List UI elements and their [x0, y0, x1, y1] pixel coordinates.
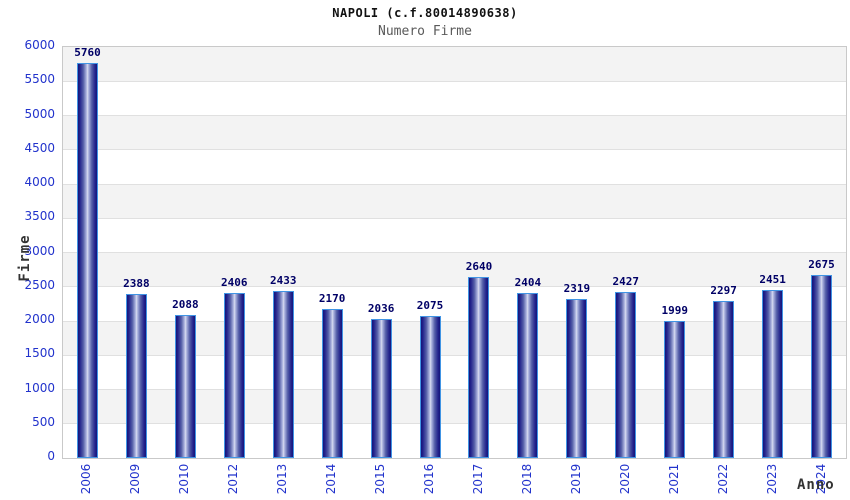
gridline [63, 354, 846, 356]
bar-value-label: 2404 [514, 276, 542, 290]
x-tick-2006: 2006 [79, 463, 94, 495]
y-tick-6000: 6000 [24, 38, 55, 52]
y-tick-4500: 4500 [24, 140, 55, 155]
bar-value-label: 2433 [269, 274, 297, 288]
bar-value-label: 2088 [172, 297, 199, 311]
x-tick-2014: 2014 [324, 463, 339, 495]
plot-band [63, 81, 846, 116]
bar-value-label: 1999 [661, 304, 688, 318]
y-tick-2000: 2000 [24, 312, 55, 326]
plot-band [63, 252, 846, 287]
x-tick-2012: 2012 [226, 463, 241, 495]
gridline [63, 286, 846, 288]
x-tick-2016: 2016 [422, 463, 437, 495]
x-tick-2009: 2009 [128, 463, 143, 495]
bar-2016 [419, 315, 441, 458]
x-tick-2022: 2022 [715, 463, 730, 495]
x-tick-2015: 2015 [373, 463, 388, 495]
bar-value-label: 2388 [123, 277, 150, 291]
y-tick-500: 500 [32, 414, 55, 429]
gridline [63, 389, 846, 390]
x-axis-title: Anno [797, 477, 835, 493]
x-tick-2018: 2018 [519, 463, 534, 495]
bar-2020 [615, 291, 637, 458]
bar-value-label: 2170 [318, 292, 346, 306]
plot-band [63, 149, 846, 184]
chart-subtitle: Numero Firme [378, 24, 472, 39]
bar-value-label: 2451 [759, 273, 786, 287]
bar-2017 [468, 277, 490, 458]
x-tick-2021: 2021 [666, 463, 681, 495]
bar-2023 [762, 290, 784, 458]
y-tick-3500: 3500 [24, 209, 55, 224]
bar-2012 [223, 293, 245, 458]
bar-2019 [566, 299, 588, 458]
bar-value-label: 2640 [465, 260, 493, 274]
y-axis-title: Firme [17, 234, 33, 282]
bar-value-label: 2675 [808, 257, 835, 271]
x-tick-2013: 2013 [275, 463, 290, 495]
plot-band [63, 47, 846, 82]
y-tick-1000: 1000 [24, 380, 55, 395]
plot-band [63, 218, 846, 253]
y-tick-5000: 5000 [24, 106, 55, 121]
bar-2024 [811, 274, 833, 458]
plot-area: 5760 2388 2088 2406 2433 2170 2036 2075 2640 2404… [62, 46, 847, 459]
bar-value-label: 2036 [367, 301, 395, 315]
bar-2014 [321, 309, 343, 458]
x-tick-2023: 2023 [764, 463, 779, 495]
gridline [63, 149, 846, 151]
gridline [63, 115, 846, 116]
x-tick-2019: 2019 [568, 463, 583, 495]
bar-value-label: 2319 [563, 282, 591, 296]
gridline [63, 217, 846, 219]
bar-value-label: 2297 [710, 283, 737, 297]
gridline [63, 183, 846, 185]
y-tick-5500: 5500 [24, 72, 55, 87]
x-tick-2017: 2017 [470, 463, 485, 495]
plot-band [63, 115, 846, 150]
y-tick-1500: 1500 [24, 346, 55, 361]
gridline [63, 252, 846, 253]
bar-2018 [517, 293, 539, 458]
plot-band [63, 184, 846, 219]
bar-2013 [272, 291, 294, 458]
chart-title: NAPOLI (c.f.80014890638) [332, 6, 518, 20]
bar-value-label: 2406 [221, 276, 248, 290]
x-tick-2010: 2010 [177, 463, 192, 495]
bar-2006 [76, 63, 98, 458]
x-tick-2020: 2020 [617, 463, 632, 495]
y-tick-3000: 3000 [24, 243, 55, 258]
y-tick-0: 0 [47, 449, 55, 463]
bar-2022 [713, 300, 735, 458]
gridline [63, 80, 846, 82]
y-tick-4000: 4000 [24, 175, 55, 189]
gridline [63, 423, 846, 425]
bar-2015 [370, 318, 392, 458]
bar-2021 [664, 321, 686, 458]
bar-value-label: 2075 [416, 298, 444, 312]
bar-2009 [125, 294, 147, 458]
bar-value-label: 2427 [612, 274, 640, 288]
bar-2010 [174, 314, 196, 458]
y-tick-2500: 2500 [24, 277, 55, 292]
bar-value-label: 5760 [74, 46, 101, 60]
gridline [63, 320, 846, 322]
